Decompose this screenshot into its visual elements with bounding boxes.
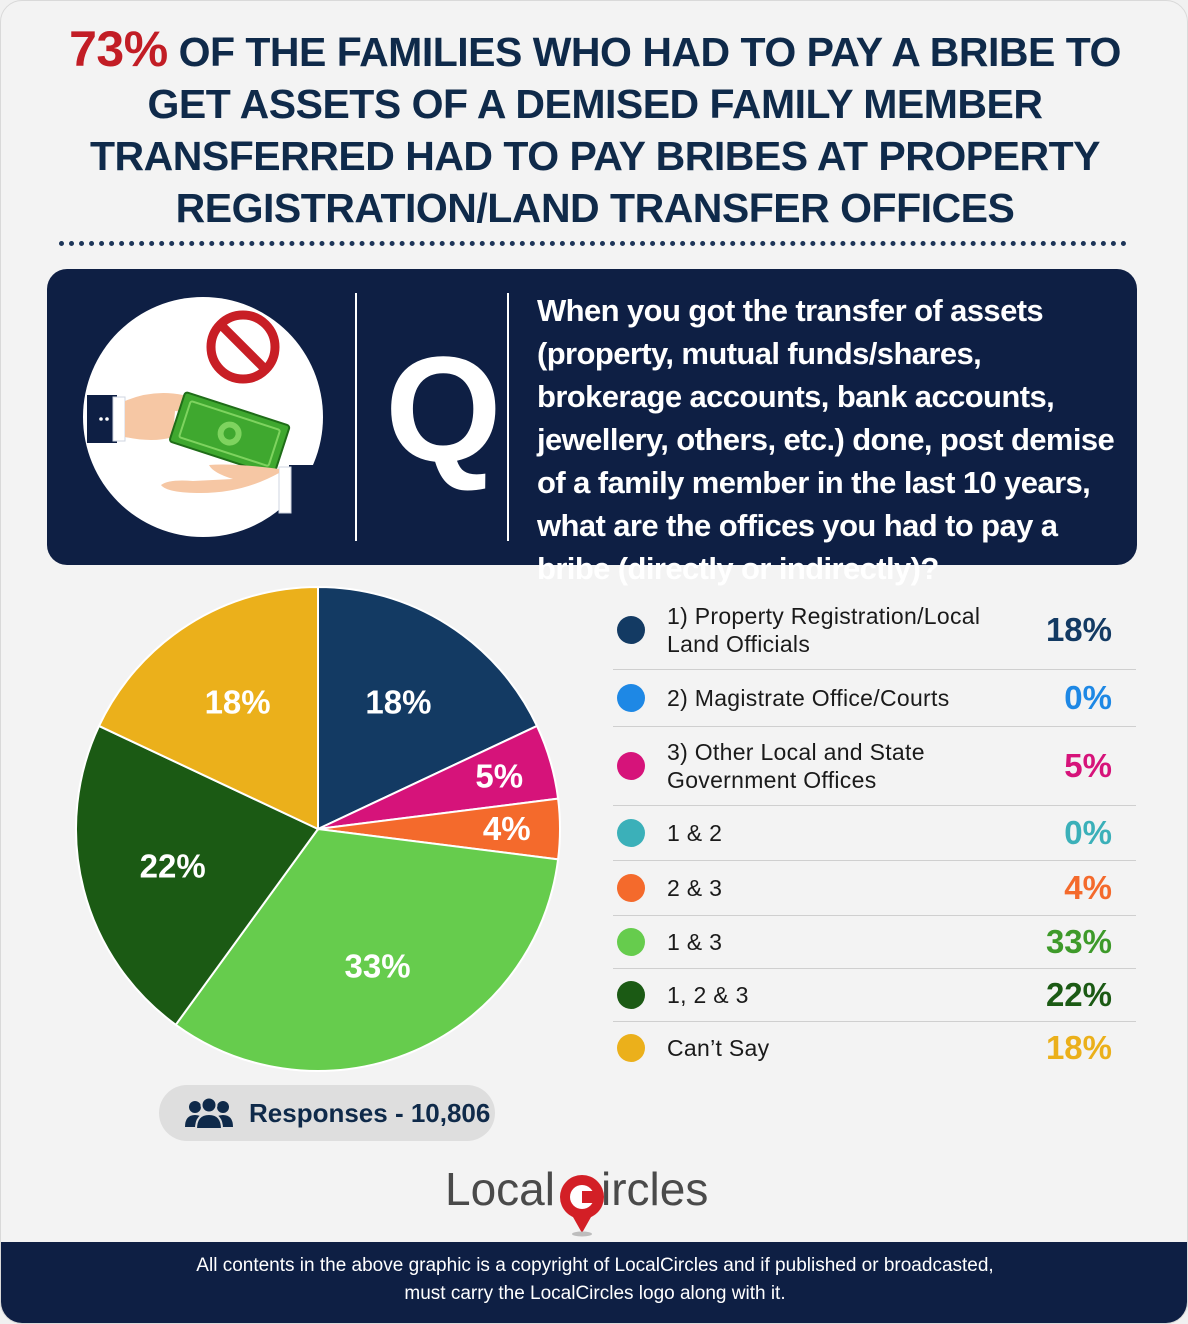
divider-line-left bbox=[355, 293, 357, 541]
legend-label: 1 & 3 bbox=[667, 929, 723, 955]
legend-color-dot bbox=[617, 616, 645, 644]
legend-percentage: 0% bbox=[1064, 679, 1112, 716]
pie-slice-label: 33% bbox=[345, 948, 411, 985]
pie-slice-label: 5% bbox=[475, 757, 523, 794]
legend-color-dot bbox=[617, 981, 645, 1009]
legend-row: 2) Magistrate Office/Courts 0% bbox=[613, 670, 1136, 727]
legend-percentage: 22% bbox=[1045, 976, 1112, 1013]
legend-percentage: 5% bbox=[1064, 747, 1112, 784]
bribe-hands-no-symbol-icon bbox=[87, 310, 319, 515]
bribe-illustration bbox=[83, 297, 323, 537]
legend-row: 1 & 2 0% bbox=[613, 806, 1136, 861]
legend-color-dot bbox=[617, 874, 645, 902]
dotted-divider bbox=[59, 241, 1127, 246]
legend-label: 1) Property Registration/Local Land Offi… bbox=[667, 603, 981, 657]
responses-badge: Responses - 10,806 bbox=[159, 1085, 495, 1141]
people-group-icon bbox=[185, 1097, 233, 1129]
legend-label: Can’t Say bbox=[667, 1035, 770, 1061]
legend-percentage: 0% bbox=[1064, 814, 1112, 851]
pie-slice-label: 18% bbox=[205, 683, 271, 720]
question-letter: Q bbox=[385, 325, 502, 493]
question-text: When you got the transfer of assets (pro… bbox=[537, 293, 1115, 586]
pie-slice-label: 18% bbox=[365, 683, 431, 720]
legend-row: 1, 2 & 3 22% bbox=[613, 969, 1136, 1022]
legend-percentage: 33% bbox=[1045, 923, 1112, 960]
footer-line-1: All contents in the above graphic is a c… bbox=[196, 1255, 994, 1276]
divider-line-right bbox=[507, 293, 509, 541]
footer-line-2: must carry the LocalCircles logo along w… bbox=[404, 1283, 786, 1304]
pie-chart: 18% 5% 4% 33% 22% 18% bbox=[75, 585, 561, 1072]
pie-slice bbox=[97, 585, 319, 831]
legend-color-dot bbox=[617, 1034, 645, 1062]
pie-slice bbox=[174, 827, 560, 1072]
legend-percentage: 4% bbox=[1064, 869, 1112, 906]
legend-color-dot bbox=[617, 752, 645, 780]
location-pin-c-icon bbox=[560, 1175, 604, 1237]
question-box: Q When you got the transfer of assets (p… bbox=[47, 269, 1137, 586]
legend-label: 1, 2 & 3 bbox=[667, 982, 749, 1008]
pie-slice-label: 22% bbox=[140, 847, 206, 884]
legend-color-dot bbox=[617, 684, 645, 712]
logo-text-part1: Local bbox=[445, 1163, 555, 1215]
legend-label: 3) Other Local and State Government Offi… bbox=[667, 739, 925, 793]
chart-legend: 1) Property Registration/Local Land Offi… bbox=[613, 591, 1136, 1074]
legend-percentage: 18% bbox=[1045, 611, 1112, 648]
legend-row: 1) Property Registration/Local Land Offi… bbox=[613, 591, 1136, 670]
legend-label: 2) Magistrate Office/Courts bbox=[667, 685, 950, 711]
legend-row: 1 & 3 33% bbox=[613, 916, 1136, 969]
responses-label: Responses - 10,806 bbox=[249, 1098, 491, 1128]
legend-row: 2 & 3 4% bbox=[613, 861, 1136, 916]
legend-row: Can’t Say 18% bbox=[613, 1022, 1136, 1074]
logo-text-part2: ircles bbox=[601, 1163, 709, 1215]
title-highlight: 73% bbox=[69, 21, 168, 77]
title-text: OF THE FAMILIES WHO HAD TO PAY A BRIBE T… bbox=[90, 29, 1121, 231]
page-title: 73% OF THE FAMILIES WHO HAD TO PAY A BRI… bbox=[41, 23, 1149, 234]
pie-slice bbox=[317, 585, 539, 831]
legend-row: 3) Other Local and State Government Offi… bbox=[613, 727, 1136, 806]
legend-label: 1 & 2 bbox=[667, 820, 723, 846]
legend-label: 2 & 3 bbox=[667, 875, 723, 901]
legend-percentage: 18% bbox=[1045, 1029, 1112, 1066]
legend-color-dot bbox=[617, 928, 645, 956]
localcircles-logo: Local ircles bbox=[445, 1151, 745, 1241]
copyright-footer: All contents in the above graphic is a c… bbox=[1, 1242, 1187, 1323]
legend-color-dot bbox=[617, 819, 645, 847]
pie-slice-label: 4% bbox=[483, 810, 531, 847]
